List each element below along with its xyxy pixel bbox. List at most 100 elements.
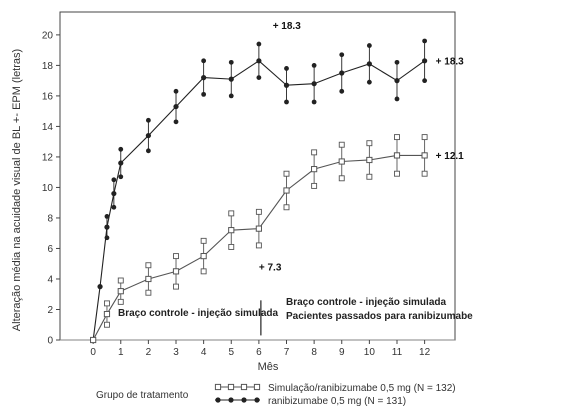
sham-phase-label: Braço controle - injeção simulada: [118, 308, 278, 319]
error-cap: [394, 170, 400, 177]
legend-label-sham: Simulação/ranibizumabe 0,5 mg (N = 132): [268, 383, 456, 394]
data-point: [283, 82, 290, 88]
x-tick-label-11: 11: [392, 347, 403, 358]
legend-marker: [215, 397, 221, 403]
error-cap: [201, 58, 207, 64]
error-cap: [394, 96, 400, 102]
data-point: [201, 75, 207, 81]
data-point: [393, 152, 401, 159]
data-point: [111, 190, 117, 197]
y-tick-label-2: 2: [47, 305, 53, 316]
data-point: [90, 336, 97, 344]
x-tick-label-10: 10: [364, 347, 376, 358]
x-tick-label-4: 4: [201, 347, 207, 358]
data-point: [256, 58, 262, 64]
y-axis-label: Alteração média na acuidade visual de BL…: [11, 49, 23, 331]
error-cap: [228, 93, 234, 99]
data-point: [97, 284, 103, 290]
error-cap: [173, 253, 179, 260]
data-point: [255, 225, 262, 232]
data-point: [200, 252, 207, 260]
error-cap: [311, 149, 318, 156]
data-point: [145, 132, 151, 139]
legend-marker: [227, 383, 235, 391]
x-tick-label-1: 1: [118, 347, 124, 358]
legend-marker: [241, 397, 247, 403]
error-cap: [256, 41, 262, 47]
data-point: [311, 81, 317, 87]
error-cap: [145, 117, 151, 123]
error-cap: [104, 214, 110, 219]
error-cap: [421, 170, 428, 177]
error-cap: [145, 289, 152, 296]
y-tick-label-6: 6: [47, 244, 53, 255]
x-tick-label-8: 8: [311, 347, 317, 358]
error-cap: [173, 88, 179, 94]
legend-title: Grupo de tratamento: [96, 390, 189, 401]
y-tick-label-4: 4: [47, 274, 53, 285]
error-cap: [422, 38, 428, 44]
data-point: [394, 78, 400, 84]
x-tick-label-2: 2: [146, 347, 152, 358]
data-point: [228, 76, 234, 82]
error-cap: [256, 75, 262, 80]
x-tick-label-9: 9: [339, 347, 345, 358]
rollover-phase-label-1: Braço controle - injeção simulada: [286, 297, 446, 308]
y-tick-label-16: 16: [42, 91, 54, 102]
data-point: [118, 160, 124, 166]
legend-marker: [253, 383, 261, 391]
data-point: [311, 166, 318, 173]
x-tick-label-7: 7: [284, 347, 290, 358]
x-tick-label-5: 5: [228, 347, 234, 358]
error-cap: [366, 140, 373, 147]
legend-label-ranibizumab: ranibizumabe 0,5 mg (N = 131): [268, 396, 406, 407]
data-point: [366, 61, 372, 67]
error-cap: [145, 262, 152, 269]
error-cap: [284, 66, 289, 71]
error-cap: [339, 52, 345, 58]
y-tick-label-10: 10: [42, 183, 54, 194]
error-cap: [228, 243, 235, 250]
data-point: [228, 227, 235, 234]
error-cap: [338, 141, 345, 148]
error-cap: [366, 43, 372, 48]
error-cap: [311, 99, 317, 105]
legend-symbol-ranibizumab: [215, 397, 260, 403]
annotation-2: + 12.1: [436, 151, 465, 162]
legend-marker: [254, 397, 260, 403]
error-cap: [228, 210, 235, 217]
error-cap: [117, 277, 124, 284]
legend-symbol-sham: [214, 383, 261, 391]
error-cap: [104, 235, 110, 241]
error-cap: [200, 268, 207, 275]
data-point: [338, 158, 345, 165]
error-cap: [104, 321, 110, 328]
annotation-0: + 18.3: [273, 21, 302, 32]
data-point: [145, 275, 152, 283]
error-cap: [255, 242, 262, 249]
data-point: [172, 268, 180, 275]
y-tick-label-20: 20: [42, 30, 54, 41]
error-cap: [200, 237, 207, 244]
error-cap: [283, 170, 290, 177]
data-point: [173, 103, 179, 110]
error-cap: [111, 177, 117, 183]
error-cap: [145, 148, 151, 154]
error-cap: [173, 283, 179, 290]
data-point: [103, 310, 111, 318]
x-axis-label: Mês: [258, 361, 279, 373]
error-cap: [339, 88, 345, 94]
legend: Grupo de tratamento Simulação/ranibizuma…: [96, 383, 456, 407]
y-tick-label-12: 12: [42, 152, 54, 163]
y-tick-label-14: 14: [42, 122, 54, 133]
error-cap: [284, 99, 289, 105]
error-cap: [117, 298, 124, 305]
error-cap: [228, 59, 234, 65]
error-cap: [111, 204, 117, 210]
error-cap: [255, 208, 262, 215]
error-cap: [338, 175, 345, 182]
data-point: [117, 288, 124, 295]
error-cap: [311, 182, 318, 189]
error-cap: [118, 146, 124, 152]
data-point: [339, 70, 345, 76]
